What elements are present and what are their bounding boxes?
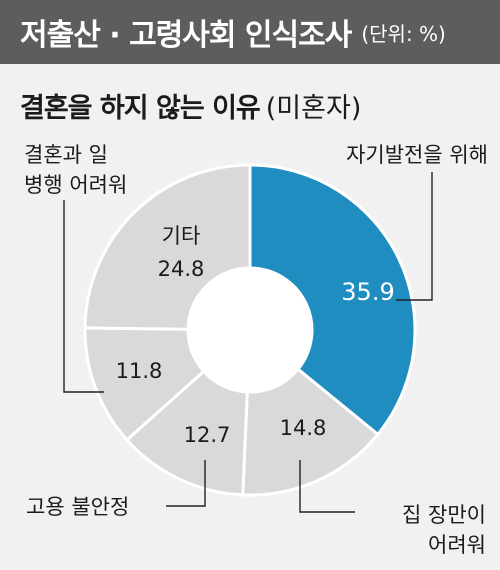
category-label-0-line-0: 자기발전을 위해 (346, 143, 488, 167)
donut-slice-4 (83, 163, 252, 331)
category-label-2-line-0: 고용 불안정 (26, 495, 129, 519)
donut-slice-2 (124, 369, 249, 497)
category-label-3-line-1: 병행 어려워 (24, 173, 127, 197)
category-label-3-line-0: 결혼과 일 (24, 143, 108, 167)
leader-line-2 (166, 460, 206, 507)
category-label-4: 기타 (162, 224, 201, 248)
category-label-1-line-0: 집 장만이 (402, 503, 486, 527)
donut-slice-0 (248, 163, 417, 437)
donut-slice-1 (241, 367, 380, 497)
unit-label: (단위: %) (361, 21, 446, 46)
value-label-1: 14.8 (280, 416, 327, 440)
chart-subtitle: 결혼을 하지 않는 이유 (미혼자) (20, 86, 361, 125)
leader-line-0 (396, 172, 433, 301)
category-label-1-line-1: 어려워 (428, 533, 486, 557)
donut-hole (189, 269, 311, 391)
value-label-0: 35.9 (341, 278, 394, 306)
leader-line-1 (299, 460, 355, 513)
value-label-3: 11.8 (116, 359, 163, 383)
subtitle-main: 결혼을 하지 않는 이유 (20, 93, 261, 124)
value-label-2: 12.7 (184, 423, 231, 447)
subtitle-paren: (미혼자) (265, 93, 362, 124)
chart-title: 저출산 · 고령사회 인식조사 (20, 18, 352, 53)
value-label-4: 24.8 (158, 257, 205, 281)
chart-header: 저출산 · 고령사회 인식조사 (단위: %) (0, 0, 500, 64)
leader-line-3 (63, 200, 104, 393)
